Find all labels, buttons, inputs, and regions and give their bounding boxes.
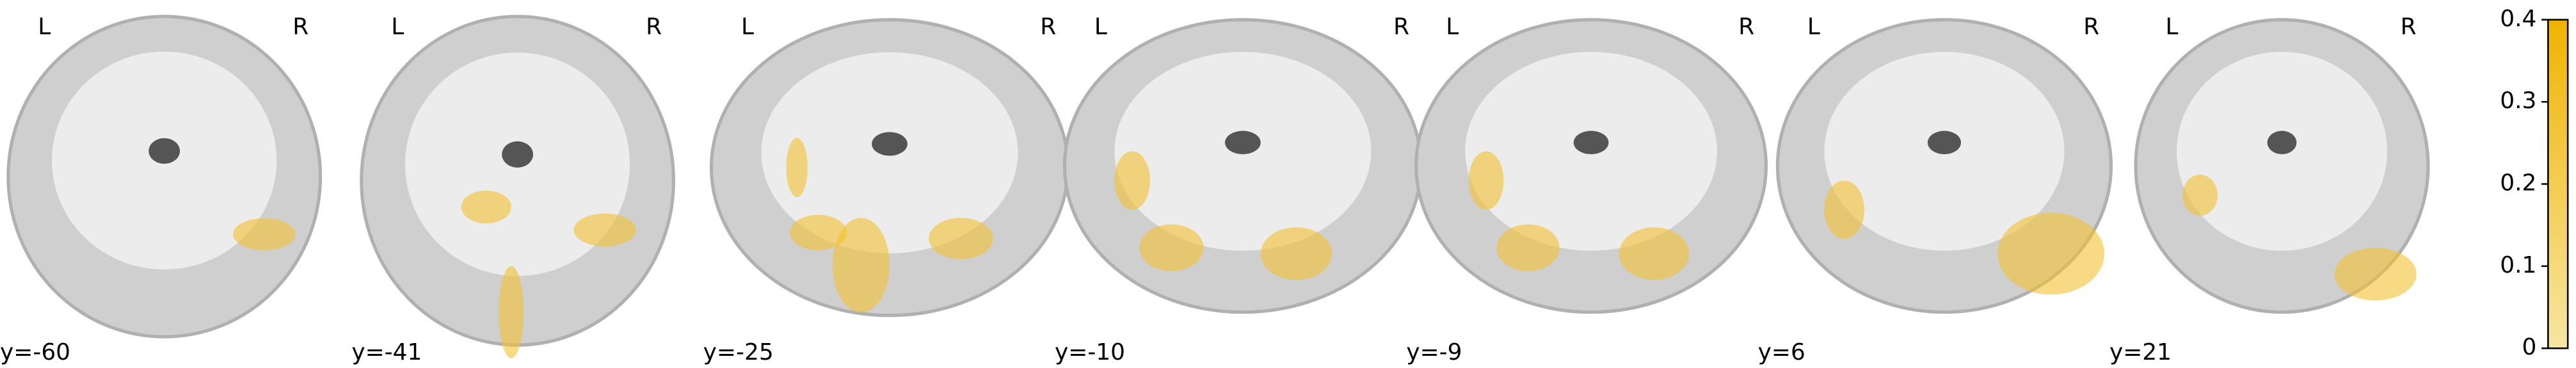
right-label: R — [1738, 14, 1754, 40]
slice-label: y=-10 — [1055, 339, 1125, 365]
overlay-blob — [1496, 224, 1560, 271]
colorbar-tick-label: 0.1 — [2500, 252, 2536, 278]
ventricle — [1225, 131, 1261, 154]
left-label: L — [391, 14, 404, 40]
colorbar-tick-label: 0.4 — [2500, 6, 2536, 32]
overlay-blob — [1997, 212, 2105, 295]
slice-label: y=-60 — [0, 339, 70, 365]
left-label: L — [2166, 14, 2179, 40]
overlay-blob — [1114, 151, 1151, 210]
left-label: L — [1094, 14, 1107, 40]
right-label: R — [646, 14, 662, 40]
overlay-blob — [573, 213, 636, 247]
left-label: L — [1807, 14, 1820, 40]
overlay-blob — [2182, 174, 2218, 216]
slice-label: y=-41 — [351, 339, 422, 365]
colorbar — [2547, 19, 2569, 349]
overlay-blob — [1824, 180, 1864, 239]
slice-label: y=-25 — [703, 339, 774, 365]
slice-label: y=6 — [1758, 339, 1805, 365]
overlay-blob — [832, 218, 890, 313]
ventricle — [1927, 131, 1962, 154]
overlay-blob — [786, 138, 808, 198]
overlay-blob — [1468, 151, 1504, 210]
ventricle — [1573, 131, 1609, 154]
ventricle — [502, 141, 533, 168]
overlay-blob — [2334, 248, 2417, 301]
colorbar-tick-label: 0.3 — [2500, 88, 2536, 114]
right-label: R — [1393, 14, 1409, 40]
right-label: R — [1040, 14, 1056, 40]
colorbar-tick-label: 0.2 — [2500, 170, 2536, 196]
slice-label: y=-9 — [1406, 339, 1462, 365]
left-label: L — [38, 14, 51, 40]
overlay-blob — [929, 218, 993, 260]
right-label: R — [2401, 14, 2417, 40]
ventricle — [872, 132, 908, 156]
overlay-blob — [1139, 224, 1204, 271]
colorbar-tick-label: 0 — [2522, 334, 2537, 360]
left-label: L — [741, 14, 754, 40]
overlay-blob — [790, 214, 847, 251]
overlay-blob — [461, 190, 511, 224]
overlay-blob — [232, 218, 296, 251]
right-label: R — [2083, 14, 2099, 40]
ventricle — [148, 138, 180, 164]
left-label: L — [1446, 14, 1459, 40]
overlay-blob — [1619, 227, 1690, 280]
slice-label: y=21 — [2109, 339, 2172, 365]
ventricle — [2267, 131, 2297, 154]
overlay-blob — [499, 266, 524, 358]
overlay-blob — [1260, 227, 1332, 280]
right-label: R — [292, 14, 308, 40]
